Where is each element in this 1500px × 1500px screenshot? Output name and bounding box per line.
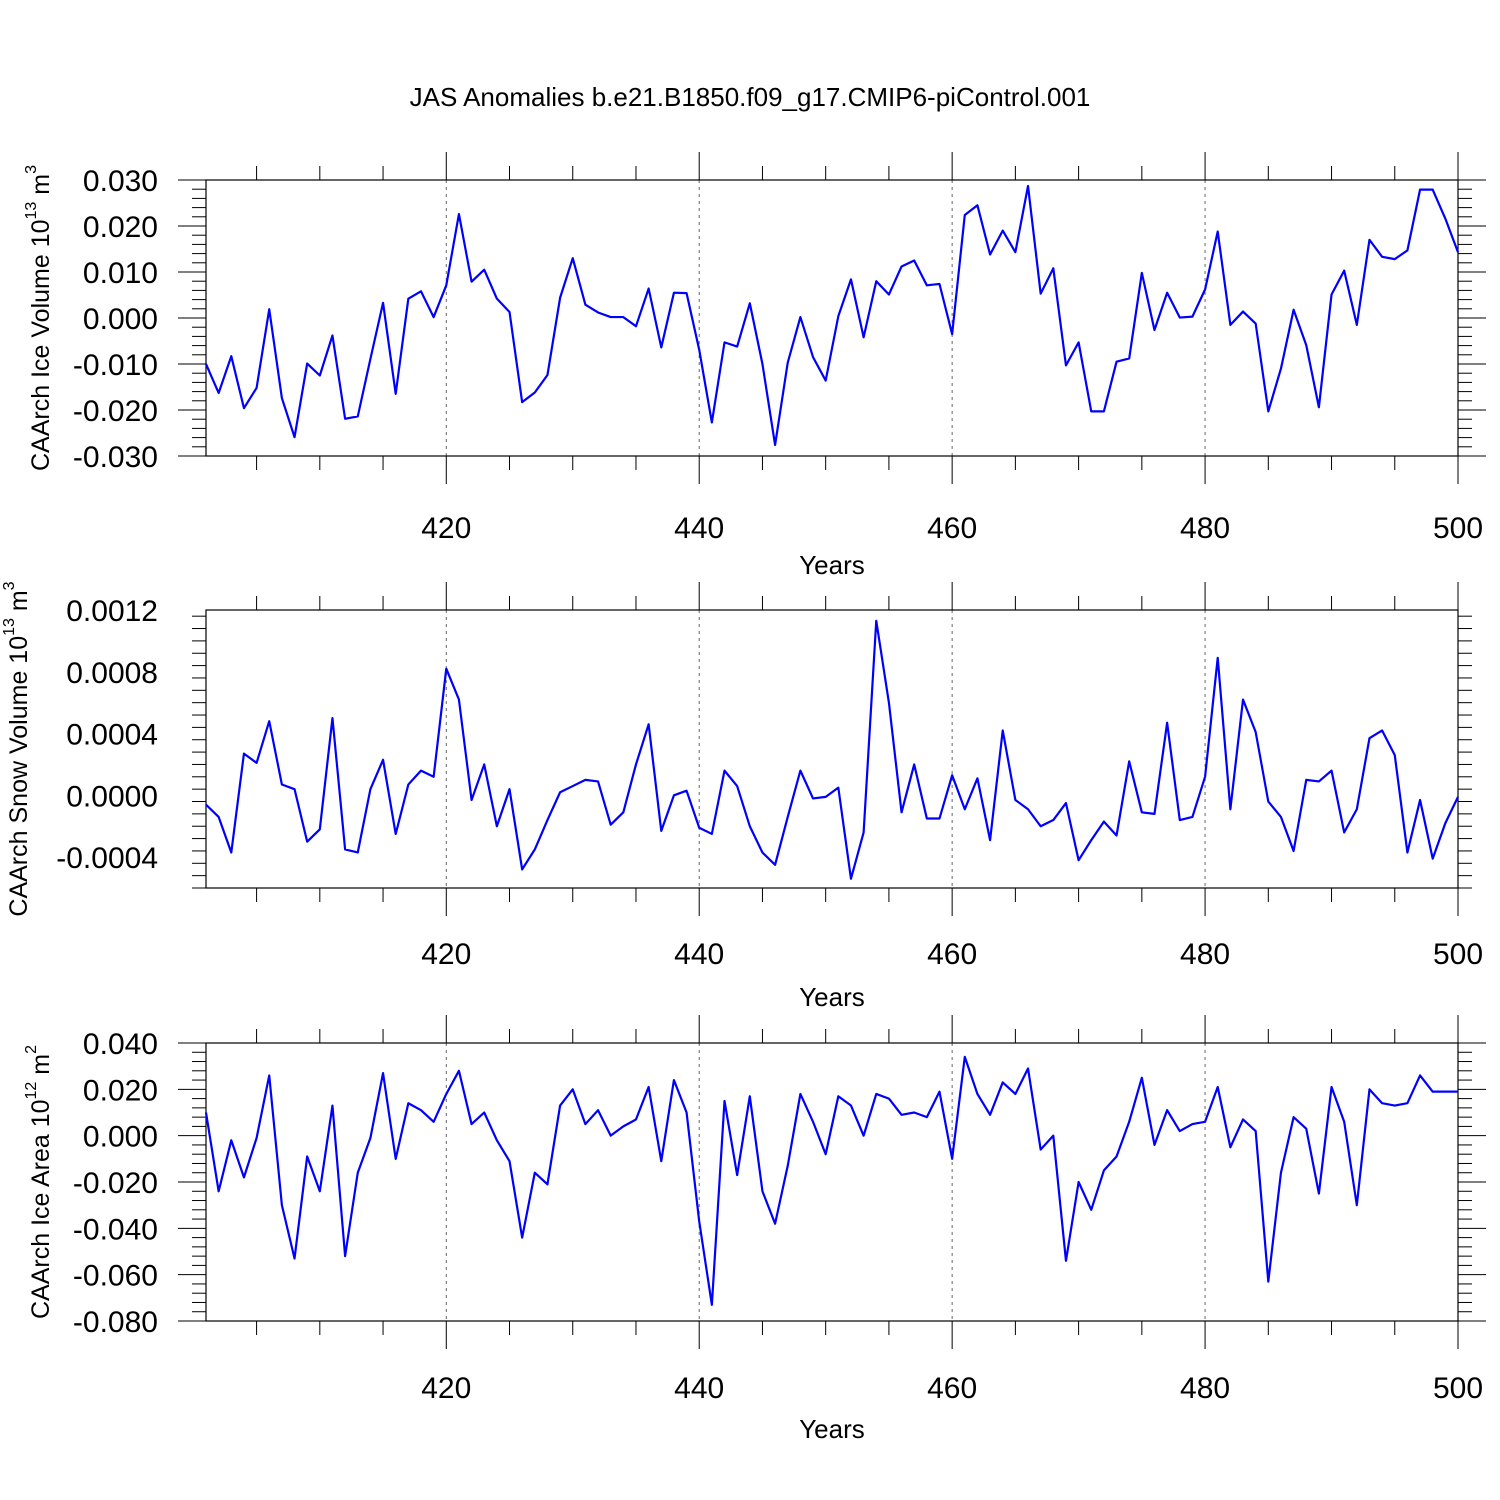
x-tick-label: 460 bbox=[927, 1372, 977, 1405]
y-axis-label: CAArch Ice Area 1012 m2 bbox=[23, 1045, 54, 1319]
panel-3: -0.080 -0.060 -0.040 -0.020 0.000 0.020 0.040 4… bbox=[23, 1015, 1486, 1444]
y-tick-label: -0.020 bbox=[73, 395, 158, 428]
y-tick-label: -0.040 bbox=[73, 1213, 158, 1246]
figure-title: JAS Anomalies b.e21.B1850.f09_g17.CMIP6-… bbox=[410, 82, 1091, 112]
y-tick-label: 0.0012 bbox=[66, 595, 158, 628]
x-tick-label: 500 bbox=[1433, 938, 1483, 971]
y-tick-label: -0.080 bbox=[73, 1306, 158, 1339]
y-tick-label: 0.000 bbox=[83, 303, 158, 336]
panel-1: -0.030 -0.020 -0.010 0.000 0.010 0.020 0.030 42… bbox=[23, 152, 1486, 580]
y-tick-label: 0.020 bbox=[83, 211, 158, 244]
y-axis-label-exponent: 13 bbox=[1, 618, 18, 636]
x-tick-label: 440 bbox=[674, 1372, 724, 1405]
x-tick-label: 420 bbox=[421, 1372, 471, 1405]
y-tick-label: -0.060 bbox=[73, 1260, 158, 1293]
y-axis-label-exponent: 12 bbox=[23, 1082, 40, 1100]
panel-2: -0.0004 0.0000 0.0004 0.0008 0.0012 420 440 460… bbox=[1, 581, 1483, 1012]
y-tick-label: -0.020 bbox=[73, 1167, 158, 1200]
y-tick-label: 0.030 bbox=[83, 165, 158, 198]
x-tick-label: 500 bbox=[1433, 512, 1483, 545]
y-tick-label: -0.0004 bbox=[56, 842, 158, 875]
y-axis-label-exponent: 13 bbox=[23, 202, 40, 220]
x-tick-label: 480 bbox=[1180, 938, 1230, 971]
y-tick-label: 0.040 bbox=[83, 1028, 158, 1061]
x-tick-label: 420 bbox=[421, 938, 471, 971]
y-axis-label-unit: m bbox=[5, 590, 33, 618]
y-tick-label: 0.0000 bbox=[66, 780, 158, 813]
x-axis-label: Years bbox=[799, 550, 865, 580]
series-line bbox=[204, 1055, 1458, 1306]
x-tick-label: 480 bbox=[1180, 1372, 1230, 1405]
series-line bbox=[205, 619, 1459, 880]
x-tick-label: 480 bbox=[1180, 512, 1230, 545]
x-tick-label: 460 bbox=[927, 512, 977, 545]
y-axis-label: CAArch Ice Volume 1013 m3 bbox=[23, 165, 54, 471]
y-axis-label-text: CAArch Ice Volume 10 bbox=[27, 219, 55, 471]
plot-frame bbox=[205, 1042, 1459, 1322]
y-axis-label-unit-exponent: 3 bbox=[23, 165, 40, 174]
x-tick-label: 440 bbox=[674, 938, 724, 971]
y-axis-label-unit-exponent: 3 bbox=[1, 581, 18, 590]
y-tick-label: 0.000 bbox=[83, 1121, 158, 1154]
y-axis-label: CAArch Snow Volume 1013 m3 bbox=[1, 581, 32, 916]
y-tick-label: 0.010 bbox=[83, 257, 158, 290]
y-tick-label: 0.0008 bbox=[66, 657, 158, 690]
y-axis-label-text: CAArch Ice Area 10 bbox=[27, 1099, 55, 1319]
y-tick-label: -0.010 bbox=[73, 349, 158, 382]
x-tick-label: 500 bbox=[1433, 1372, 1483, 1405]
series-line bbox=[204, 184, 1460, 447]
x-tick-label: 460 bbox=[927, 938, 977, 971]
x-axis-label: Years bbox=[799, 982, 865, 1012]
y-axis-label-unit: m bbox=[27, 174, 55, 202]
y-tick-label: 0.0004 bbox=[66, 719, 158, 752]
y-axis-label-text: CAArch Snow Volume 10 bbox=[5, 636, 33, 917]
y-tick-label: -0.030 bbox=[73, 441, 158, 474]
x-tick-label: 420 bbox=[421, 512, 471, 545]
y-axis-label-unit: m bbox=[27, 1054, 55, 1082]
plot-frame bbox=[205, 609, 1459, 889]
y-axis-label-unit-exponent: 2 bbox=[23, 1045, 40, 1054]
y-tick-label: 0.020 bbox=[83, 1074, 158, 1107]
x-tick-label: 440 bbox=[674, 512, 724, 545]
x-axis-label: Years bbox=[799, 1414, 865, 1444]
plot-frame bbox=[205, 179, 1459, 457]
